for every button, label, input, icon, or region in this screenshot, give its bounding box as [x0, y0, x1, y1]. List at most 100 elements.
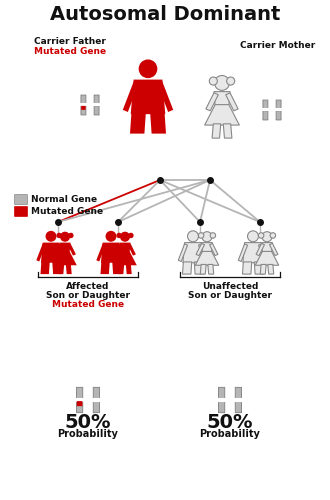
Circle shape	[198, 232, 204, 238]
Polygon shape	[131, 80, 165, 114]
Polygon shape	[119, 242, 130, 252]
FancyBboxPatch shape	[81, 106, 86, 115]
FancyBboxPatch shape	[81, 95, 86, 104]
Polygon shape	[56, 244, 66, 262]
FancyBboxPatch shape	[77, 401, 82, 406]
FancyBboxPatch shape	[235, 401, 242, 412]
Polygon shape	[157, 82, 173, 112]
Circle shape	[270, 232, 276, 238]
Polygon shape	[200, 264, 206, 274]
Text: Mutated Gene: Mutated Gene	[52, 300, 124, 308]
Circle shape	[209, 77, 217, 85]
Polygon shape	[178, 244, 187, 262]
Polygon shape	[54, 244, 62, 256]
Polygon shape	[150, 112, 166, 134]
Polygon shape	[183, 242, 203, 263]
Circle shape	[210, 232, 215, 238]
Text: Son or Daughter: Son or Daughter	[46, 290, 130, 300]
Circle shape	[56, 232, 62, 238]
Circle shape	[60, 232, 70, 242]
Polygon shape	[254, 262, 263, 274]
Polygon shape	[68, 244, 76, 256]
Text: Carrier Mother: Carrier Mother	[240, 40, 315, 50]
Polygon shape	[243, 262, 252, 274]
FancyBboxPatch shape	[276, 111, 281, 120]
Circle shape	[128, 232, 134, 238]
Polygon shape	[255, 252, 279, 266]
Polygon shape	[270, 244, 278, 256]
Polygon shape	[66, 264, 72, 274]
Circle shape	[106, 231, 116, 242]
Text: Normal Gene: Normal Gene	[31, 195, 97, 204]
FancyBboxPatch shape	[15, 206, 27, 216]
Polygon shape	[116, 244, 126, 262]
Polygon shape	[195, 252, 219, 266]
FancyBboxPatch shape	[93, 388, 100, 399]
Polygon shape	[96, 244, 106, 262]
Text: Mutated Gene: Mutated Gene	[31, 207, 103, 216]
Polygon shape	[130, 112, 146, 134]
Text: Mutated Gene: Mutated Gene	[34, 46, 106, 56]
Circle shape	[258, 232, 264, 238]
Polygon shape	[260, 264, 266, 274]
Polygon shape	[58, 264, 64, 274]
Circle shape	[202, 232, 212, 242]
Polygon shape	[53, 252, 77, 266]
Polygon shape	[205, 104, 239, 125]
Polygon shape	[101, 262, 110, 274]
Polygon shape	[202, 242, 213, 252]
FancyBboxPatch shape	[93, 401, 100, 412]
Polygon shape	[52, 262, 61, 274]
Circle shape	[68, 232, 74, 238]
Polygon shape	[123, 82, 139, 112]
Polygon shape	[208, 264, 214, 274]
FancyBboxPatch shape	[81, 106, 85, 110]
Polygon shape	[238, 244, 248, 262]
Circle shape	[262, 232, 272, 242]
Polygon shape	[196, 244, 205, 256]
Polygon shape	[214, 92, 230, 106]
Text: Autosomal Dominant: Autosomal Dominant	[50, 6, 280, 25]
Polygon shape	[243, 242, 263, 263]
Text: Son or Daughter: Son or Daughter	[188, 290, 272, 300]
FancyBboxPatch shape	[77, 401, 83, 412]
Circle shape	[214, 76, 229, 90]
Polygon shape	[113, 252, 137, 266]
Polygon shape	[212, 124, 221, 138]
Polygon shape	[206, 93, 218, 111]
Text: Probability: Probability	[200, 429, 260, 439]
Polygon shape	[262, 242, 273, 252]
Polygon shape	[36, 244, 46, 262]
Polygon shape	[194, 262, 204, 274]
Polygon shape	[182, 262, 192, 274]
Circle shape	[139, 60, 157, 78]
Text: Probability: Probability	[57, 429, 118, 439]
Polygon shape	[41, 262, 50, 274]
Polygon shape	[258, 244, 268, 262]
Polygon shape	[59, 242, 71, 252]
Circle shape	[227, 77, 235, 85]
Polygon shape	[127, 244, 136, 256]
Polygon shape	[112, 262, 121, 274]
FancyBboxPatch shape	[235, 388, 242, 399]
Polygon shape	[114, 244, 122, 256]
Polygon shape	[256, 244, 264, 256]
Circle shape	[120, 232, 130, 242]
Circle shape	[46, 231, 56, 242]
Text: Unaffected: Unaffected	[202, 282, 258, 290]
FancyBboxPatch shape	[94, 106, 99, 115]
Polygon shape	[198, 244, 208, 262]
Polygon shape	[41, 242, 61, 263]
Polygon shape	[126, 264, 132, 274]
FancyBboxPatch shape	[276, 100, 281, 109]
Polygon shape	[210, 244, 218, 256]
FancyBboxPatch shape	[77, 388, 83, 399]
Circle shape	[248, 231, 258, 242]
Polygon shape	[223, 124, 232, 138]
Polygon shape	[268, 264, 274, 274]
Polygon shape	[226, 93, 238, 111]
Text: 50%: 50%	[207, 412, 253, 432]
FancyBboxPatch shape	[263, 111, 268, 120]
Text: 50%: 50%	[65, 412, 111, 432]
FancyBboxPatch shape	[218, 388, 225, 399]
